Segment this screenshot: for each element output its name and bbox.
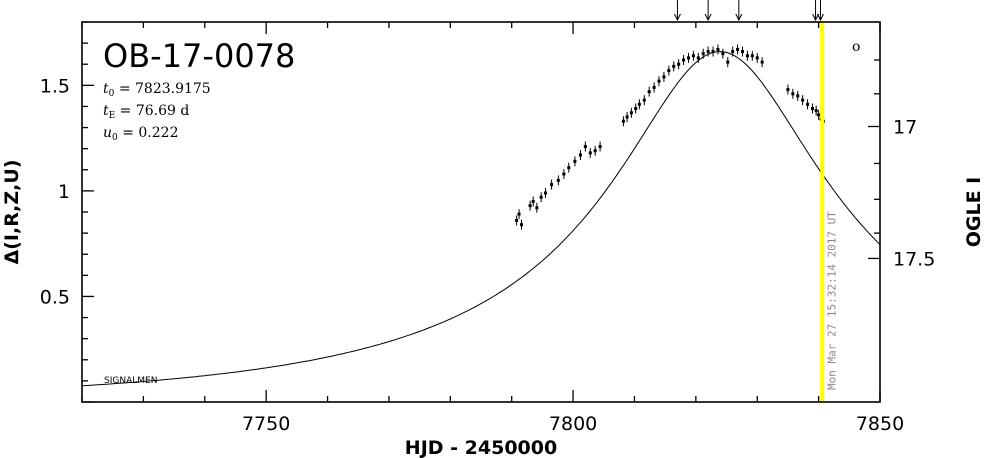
data-point	[629, 111, 633, 115]
x-tick-label: 7850	[856, 413, 904, 435]
y-axis-label-left: Δ(I,R,Z,U)	[1, 160, 23, 265]
data-point	[740, 50, 744, 54]
observation-arrow-head	[812, 13, 819, 22]
data-point	[528, 204, 532, 208]
x-tick-label: 7800	[549, 413, 597, 435]
data-point	[750, 54, 754, 58]
data-point	[583, 145, 587, 149]
data-point	[745, 54, 749, 58]
params-block: t0 = 7823.9175 tE = 76.69 d u0 = 0.222	[103, 81, 211, 143]
data-point	[731, 50, 735, 54]
data-point	[721, 52, 725, 56]
data-point	[588, 151, 592, 155]
y-tick-label: 1.5	[40, 75, 70, 97]
data-point	[543, 191, 547, 195]
data-point	[567, 166, 571, 170]
data-point	[652, 85, 656, 89]
data-point	[801, 98, 805, 102]
data-point	[647, 90, 651, 94]
data-point	[578, 153, 582, 157]
data-point	[667, 69, 671, 73]
data-point	[520, 223, 524, 227]
data-point	[706, 50, 710, 54]
ticks-layer: 7750 7800 7850 1.5 1 0.5 17 17.5	[40, 21, 935, 435]
data-point	[625, 115, 629, 119]
points-layer	[515, 44, 826, 230]
data-point	[531, 199, 535, 203]
data-point	[736, 47, 740, 51]
data-point	[539, 195, 543, 199]
data-point	[760, 60, 764, 64]
x-tick-label: 7750	[242, 413, 290, 435]
data-point	[677, 62, 681, 66]
data-point	[682, 58, 686, 62]
data-point	[791, 92, 795, 96]
data-point	[726, 60, 730, 64]
data-point	[657, 79, 661, 83]
data-point	[806, 102, 810, 106]
model-curve	[81, 51, 881, 387]
data-point	[796, 94, 800, 98]
param-te: tE = 76.69 d	[103, 103, 189, 121]
right-tick-label: 17.5	[893, 248, 935, 270]
current-time-label: Mon Mar 27 15:32:14 2017 UT	[825, 211, 838, 390]
data-point	[814, 109, 818, 113]
data-point	[686, 56, 690, 60]
data-point	[517, 212, 521, 216]
data-point	[550, 183, 554, 187]
data-point	[598, 145, 602, 149]
data-point	[701, 52, 705, 56]
data-point	[642, 98, 646, 102]
data-point	[786, 88, 790, 92]
data-point	[716, 47, 720, 51]
right-tick-label: 17	[893, 117, 917, 139]
data-point	[634, 107, 638, 111]
data-point	[755, 56, 759, 60]
credit-label: SIGNALMEN	[104, 376, 157, 386]
x-axis-label: HJD - 2450000	[405, 437, 557, 458]
data-point	[515, 218, 519, 222]
model-curve-layer	[81, 51, 881, 387]
data-point	[817, 113, 821, 117]
marker-label: o	[852, 39, 860, 55]
observation-arrow-head	[704, 13, 712, 22]
vertical-line-layer: Mon Mar 27 15:32:14 2017 UT	[820, 22, 838, 402]
observation-arrow-head	[673, 13, 681, 22]
param-u0: u0 = 0.222	[103, 125, 178, 143]
y-axis-label-right: OGLE I	[963, 177, 985, 248]
event-title: OB-17-0078	[103, 37, 295, 75]
plot-frame	[81, 21, 881, 403]
data-point	[810, 107, 814, 111]
data-point	[691, 54, 695, 58]
data-point	[535, 206, 539, 210]
arrows-layer	[673, 0, 824, 22]
y-tick-label: 0.5	[40, 286, 70, 308]
data-point	[696, 56, 700, 60]
param-t0: t0 = 7823.9175	[103, 81, 211, 99]
data-point	[556, 178, 560, 182]
y-tick-label: 1	[58, 181, 70, 203]
data-point	[621, 119, 625, 123]
observation-arrow-head	[735, 13, 743, 22]
data-point	[672, 64, 676, 68]
current-time-line	[820, 22, 825, 402]
data-point	[662, 75, 666, 79]
data-point	[562, 172, 566, 176]
data-point	[573, 159, 577, 163]
data-point	[637, 102, 641, 106]
observation-arrow-head	[817, 13, 824, 22]
data-point	[711, 50, 715, 54]
data-point	[593, 149, 597, 153]
